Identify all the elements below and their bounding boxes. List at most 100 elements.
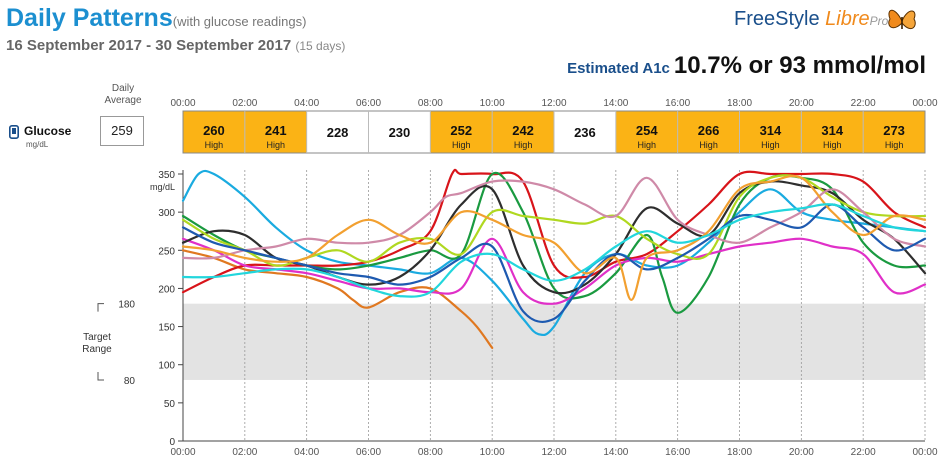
y-tick-label: 150 [158,323,175,334]
x-tick-label: 10:00 [480,447,505,458]
top-time-label: 20:00 [789,98,814,109]
summary-block: 273 High [863,111,925,153]
summary-block-note: High [266,140,285,150]
y-tick-label: 250 [158,246,175,257]
title-text: Daily Patterns [6,4,173,32]
daily-average-header-line2: Average [104,95,142,106]
estimated-a1c: Estimated A1c 10.7% or 93 mmol/mol [567,52,926,80]
x-tick-label: 04:00 [294,447,319,458]
summary-block-value: 314 [821,123,843,138]
glucose-unit: mg/dL [26,140,49,149]
page-title: Daily Patterns(with glucose readings) [6,4,306,33]
y-axis-unit-label: mg/dL [150,182,175,192]
glucose-series-line [181,249,494,349]
top-time-label: 10:00 [480,98,505,109]
glucose-series-line [181,203,927,324]
top-time-label: 12:00 [541,98,566,109]
y-tick-label: 300 [158,208,175,219]
summary-block-value: 266 [698,123,720,138]
daily-average-header: Daily Average [92,83,154,107]
a1c-label: Estimated A1c [567,60,670,77]
summary-block: 230 [368,111,431,153]
top-time-label: 04:00 [294,98,319,109]
summary-block-note: High [637,140,656,150]
summary-block-note: High [885,140,904,150]
target-range-label-line2: Range [82,344,112,355]
top-time-label: 06:00 [356,98,381,109]
summary-block-value: 242 [512,123,534,138]
summary-block: 266 High [677,111,740,153]
summary-block-note: High [452,140,471,150]
summary-block: 314 High [739,111,802,153]
glucose-sensor-icon [9,125,19,139]
top-time-label: 18:00 [727,98,752,109]
summary-block-value: 273 [883,123,905,138]
summary-block-value: 236 [574,125,596,140]
top-time-label: 16:00 [665,98,690,109]
freestyle-libre-pro-logo: FreeStyle LibrePro [734,8,888,31]
summary-block-value: 252 [450,123,472,138]
target-range-bracket [97,303,104,381]
x-tick-label: 02:00 [232,447,257,458]
date-range-text: 16 September 2017 - 30 September 2017 [6,37,292,54]
summary-block-fill [430,111,493,153]
logo-libre: Libre [825,8,870,30]
summary-block-fill [306,111,369,153]
daily-average-header-line1: Daily [111,83,135,94]
x-tick-label: 06:00 [356,447,381,458]
y-tick-label: 50 [164,399,176,410]
summary-block: 252 High [430,111,493,153]
summary-block-fill [492,111,554,153]
summary-block-fill [739,111,802,153]
y-tick-label: 350 [158,170,175,181]
x-tick-label: 00:00 [170,447,195,458]
summary-block: 242 High [492,111,554,153]
top-time-label: 00:00 [912,98,937,109]
target-range-label-line1: Target [83,332,111,343]
glucose-series-line [181,176,927,260]
summary-block-fill [677,111,740,153]
summary-block-value: 241 [265,123,287,138]
x-tick-label: 16:00 [665,447,690,458]
daily-average-value: 259 [100,116,144,146]
day-count: (15 days) [295,39,346,53]
summary-block-fill [244,111,307,153]
y-tick-label: 0 [169,437,175,448]
summary-block: 314 High [801,111,864,153]
summary-block-value: 314 [760,123,782,138]
summary-block: 241 High [244,111,307,153]
y-tick-label: 100 [158,361,175,372]
butterfly-icon [888,9,916,30]
glucose-label: Glucose [24,124,72,138]
x-tick-label: 22:00 [851,447,876,458]
glucose-series-line [181,203,927,298]
glucose-series-line [181,174,927,301]
summary-block-value: 230 [389,125,411,140]
summary-block-fill [368,111,431,153]
summary-block-fill [554,111,616,153]
top-time-label: 08:00 [418,98,443,109]
summary-block-fill [183,111,245,153]
title-subtitle: (with glucose readings) [172,14,307,29]
summary-block-fill [863,111,925,153]
logo-pro: Pro [869,14,889,28]
x-tick-label: 20:00 [789,447,814,458]
date-range: 16 September 2017 - 30 September 2017 (1… [6,37,345,54]
x-tick-label: 00:00 [912,447,937,458]
target-low-label: 80 [124,376,136,387]
glucose-series-line [181,237,927,305]
x-tick-label: 08:00 [418,447,443,458]
top-time-label: 02:00 [232,98,257,109]
y-tick-label: 200 [158,284,175,295]
summary-block-fill [801,111,864,153]
x-tick-label: 14:00 [603,447,628,458]
summary-block-value: 254 [636,123,658,138]
summary-block: 260 High [183,111,245,153]
summary-block: 236 [554,111,616,153]
summary-block-note: High [823,140,842,150]
summary-block-value: 228 [327,125,349,140]
a1c-value: 10.7% or 93 mmol/mol [673,52,926,79]
summary-block-note: High [205,140,224,150]
summary-block-value: 260 [203,123,225,138]
